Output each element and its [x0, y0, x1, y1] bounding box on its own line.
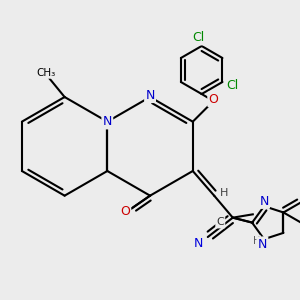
- Text: N: N: [146, 89, 155, 102]
- Text: N: N: [258, 238, 267, 251]
- Text: N: N: [260, 195, 269, 208]
- Text: N: N: [103, 115, 112, 128]
- Text: Cl: Cl: [226, 79, 238, 92]
- Text: N: N: [194, 236, 203, 250]
- Text: O: O: [208, 93, 218, 106]
- Text: Cl: Cl: [192, 31, 205, 44]
- Text: CH₃: CH₃: [36, 68, 55, 78]
- Text: O: O: [120, 205, 130, 218]
- Text: H: H: [220, 188, 229, 198]
- Text: C: C: [216, 217, 224, 227]
- Text: H: H: [253, 236, 260, 246]
